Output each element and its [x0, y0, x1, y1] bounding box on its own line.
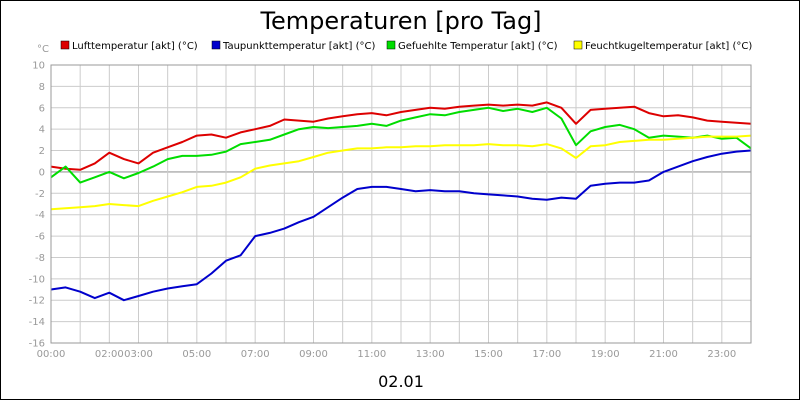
- y-tick-label: -16: [29, 339, 45, 350]
- x-tick-label: 05:00: [182, 349, 211, 360]
- x-tick-label: 13:00: [416, 349, 445, 360]
- series-line-3: [50, 106, 752, 184]
- x-tick-label: 09:00: [299, 349, 328, 360]
- y-tick-label: 10: [32, 61, 45, 72]
- x-tick-label: 17:00: [532, 349, 561, 360]
- legend-label: Feuchtkugeltemperatur [akt] (°C): [585, 41, 752, 52]
- legend-swatch: [573, 40, 583, 50]
- date-label: 02.01: [378, 372, 424, 391]
- legend-swatch: [211, 40, 221, 50]
- legend-swatch: [386, 40, 396, 50]
- x-tick-label: 15:00: [474, 349, 503, 360]
- x-tick-label: 07:00: [241, 349, 270, 360]
- y-tick-label: 6: [39, 103, 45, 114]
- x-tick-label: 03:00: [124, 349, 153, 360]
- x-tick-label: 02:00: [95, 349, 124, 360]
- y-tick-label: -14: [29, 317, 45, 328]
- legend: Lufttemperatur [akt] (°C) Taupunkttempera…: [60, 40, 752, 52]
- y-unit-label: °C: [37, 44, 49, 55]
- y-tick-label: 4: [39, 125, 45, 136]
- x-tick-label: 19:00: [591, 349, 620, 360]
- x-tick-label: 23:00: [707, 349, 736, 360]
- y-tick-label: -6: [35, 232, 45, 243]
- y-tick-label: -2: [35, 189, 45, 200]
- plot-border: [50, 64, 752, 344]
- y-tick-label: 0: [39, 167, 45, 178]
- legend-label: Taupunkttemperatur [akt] (°C): [222, 41, 375, 52]
- chart-title: Temperaturen [pro Tag]: [259, 7, 541, 35]
- series-line-4: [50, 134, 752, 211]
- x-tick-label: 11:00: [357, 349, 386, 360]
- legend-label: Lufttemperatur [akt] (°C): [72, 41, 198, 52]
- y-tick-label: -4: [35, 210, 45, 221]
- legend-swatch: [60, 40, 70, 50]
- y-tick-label: -8: [35, 253, 45, 264]
- x-tick-label: 00:00: [37, 349, 66, 360]
- series-line-1: [50, 101, 752, 171]
- series-line-2: [50, 149, 752, 302]
- y-tick-label: -12: [29, 296, 45, 307]
- x-tick-label: 21:00: [649, 349, 678, 360]
- legend-label: Gefuehlte Temperatur [akt] (°C): [398, 41, 558, 52]
- y-tick-label: -10: [29, 274, 45, 285]
- y-tick-label: 8: [39, 82, 45, 93]
- y-tick-label: 2: [39, 146, 45, 157]
